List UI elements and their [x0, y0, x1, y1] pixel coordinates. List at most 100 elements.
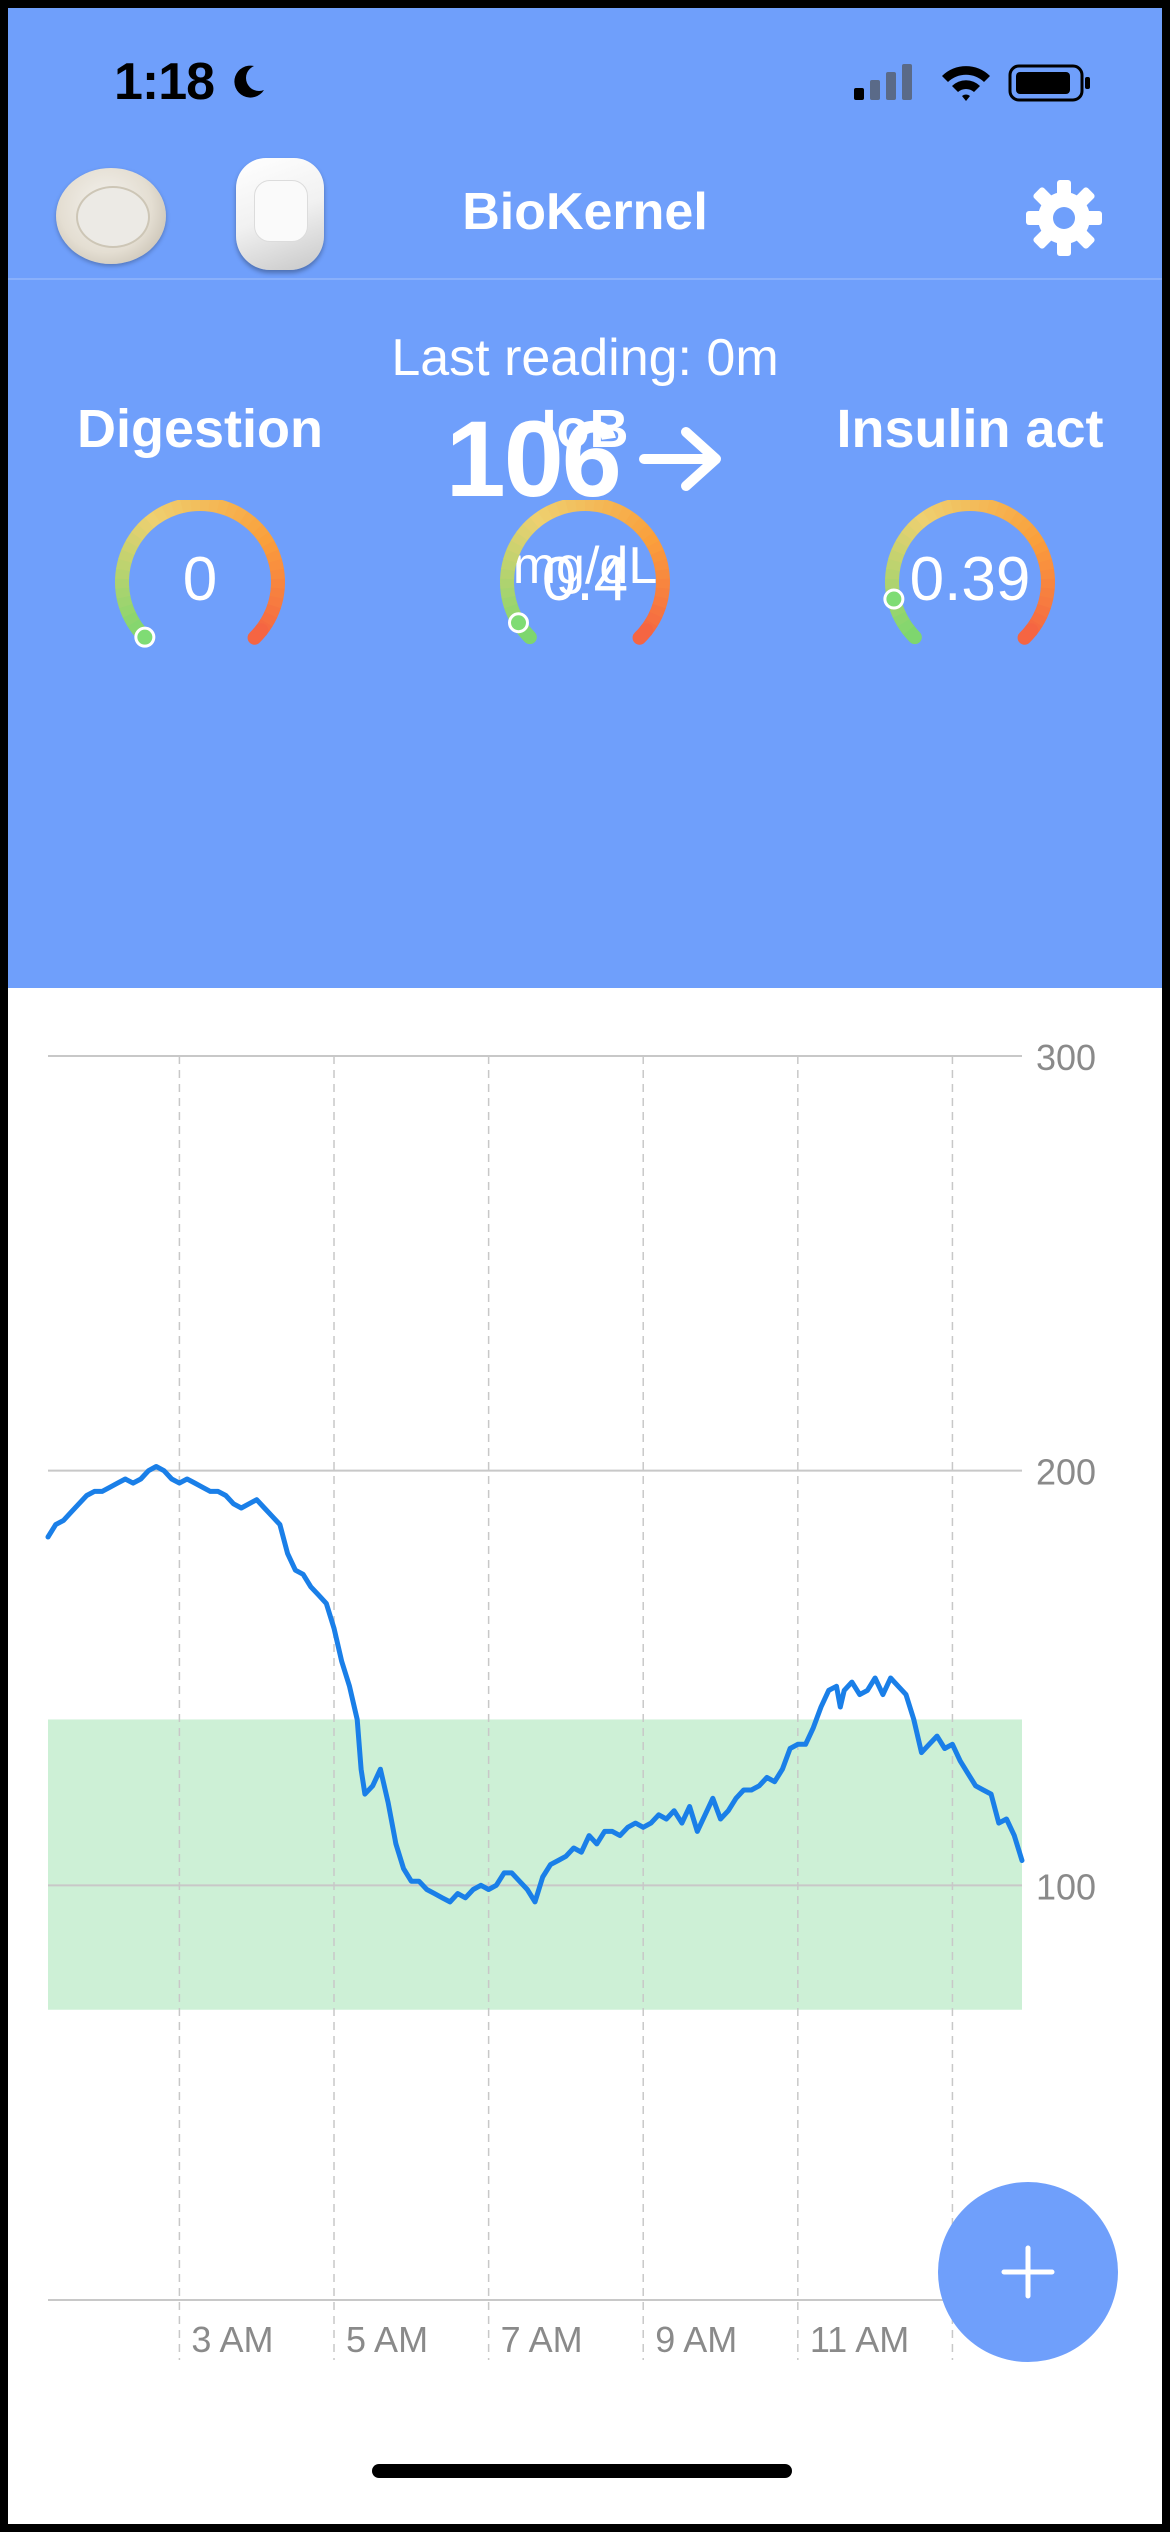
- gauge-arc-segment: [601, 500, 616, 516]
- gauge-arc-segment: [522, 516, 540, 534]
- cgm-sensor-face: [76, 186, 150, 248]
- y-tick-label: 300: [1036, 1037, 1096, 1078]
- gauge-arc-segment: [199, 500, 211, 512]
- gauge-arc-segment: [1030, 611, 1048, 628]
- gauge-arc-segment: [546, 501, 562, 519]
- gauge-arc-segment: [252, 524, 270, 541]
- gauge-arc-segment: [897, 618, 915, 635]
- status-bar: 1:18: [8, 8, 1162, 148]
- gauge-arc-segment: [529, 510, 547, 529]
- gauge-arc-segment: [892, 610, 910, 627]
- gauge-value: 0.39: [909, 545, 1031, 614]
- gauge-title: IoB: [541, 399, 629, 459]
- gauge-dial: 0.39: [870, 500, 1070, 670]
- x-tick-label: 9 AM: [655, 2319, 737, 2360]
- gauge-indicator: [507, 612, 529, 634]
- gauge-arc-segment: [152, 505, 169, 524]
- gauge-arc-segment: [137, 516, 155, 534]
- y-tick-label: 200: [1036, 1452, 1096, 1493]
- gauge-arc-segment: [940, 500, 955, 516]
- gauge-arc-segment: [224, 502, 240, 520]
- gauge-insulin-activity: Insulin act 0.39: [778, 398, 1162, 670]
- glucose-value: 106: [445, 398, 622, 519]
- gauge-arc-segment: [922, 505, 939, 524]
- gauge-arc-segment: [609, 502, 625, 520]
- gauge-arc-segment: [565, 500, 578, 513]
- gauge-arc-segment: [637, 524, 655, 541]
- gauge-arc-segment: [1002, 506, 1018, 524]
- gauge-arc-segment: [907, 516, 925, 534]
- status-time: 1:18: [114, 53, 215, 111]
- gauge-arc: [115, 500, 285, 648]
- gauge-arc-segment: [247, 623, 269, 645]
- gauge-arc-segment: [575, 500, 586, 512]
- gauge-arc-segment: [127, 618, 145, 635]
- gauge-arc-segment: [1017, 623, 1039, 645]
- last-reading-label: Last reading: 0m: [391, 329, 779, 387]
- gauge-arc-segment: [978, 500, 991, 514]
- gauge-arc-segment: [584, 500, 596, 512]
- gauge-arc-segment: [516, 523, 534, 541]
- gauge-indicator: [134, 626, 156, 648]
- gauge-arc-segment: [125, 531, 144, 548]
- gauge-arc-segment: [632, 623, 654, 645]
- gauge-arc-segment: [931, 501, 947, 519]
- add-entry-button[interactable]: [938, 2182, 1118, 2362]
- pod-face: [254, 180, 308, 242]
- gauge-arc-segment: [208, 500, 221, 514]
- gauge-arc-segment: [617, 506, 633, 524]
- glucose-row: 106: [8, 396, 1162, 521]
- plus-icon: [1001, 2245, 1055, 2299]
- gear-icon[interactable]: [1024, 178, 1104, 258]
- gauge-arc-segment: [122, 610, 140, 627]
- chart-canvas[interactable]: 300 200 100 3 AM 5 AM 7 AM 9 AM 11 AM: [8, 988, 1162, 2428]
- gauge-title: Insulin act: [836, 399, 1104, 459]
- app-screen: 1:18: [8, 8, 1162, 2524]
- gauge-arc: [500, 500, 670, 645]
- gauge-dial: 0.4: [485, 500, 685, 670]
- gauge-arc-segment: [216, 500, 231, 516]
- gauge-arc-segment: [239, 511, 256, 529]
- x-tick-label: 7 AM: [501, 2319, 583, 2360]
- gauge-arc-segment: [537, 505, 554, 524]
- app-title: BioKernel: [462, 183, 708, 241]
- arrow-right-icon: [639, 426, 722, 491]
- gauge-arc-segment: [950, 500, 963, 513]
- target-range-band: [48, 1719, 1022, 2010]
- gauge-indicator: [883, 588, 905, 610]
- gauge-arc-segment: [144, 510, 162, 529]
- x-tick-label: 11 AM: [810, 2319, 909, 2360]
- gauge-arc-segment: [161, 501, 177, 519]
- gauge-arc-segment: [631, 517, 649, 535]
- gauge-value: 0.4: [541, 545, 629, 614]
- glucose-chart[interactable]: 300 200 100 3 AM 5 AM 7 AM 9 AM 11 AM: [8, 988, 1162, 2428]
- cellular-signal-icon: [854, 64, 912, 100]
- x-tick-label: 3 AM: [191, 2319, 273, 2360]
- moon-icon: [234, 65, 264, 98]
- wifi-icon: [942, 66, 990, 101]
- gauge-arc-segment: [914, 510, 932, 529]
- gauge-arc-segment: [969, 500, 981, 512]
- gauge-arc-segment: [555, 500, 570, 516]
- insulin-pod-icon[interactable]: [236, 158, 324, 270]
- gauge-arc-segment: [190, 500, 201, 512]
- glucose-series-line: [45, 1464, 1025, 1905]
- gauge-arc-segment: [994, 502, 1010, 520]
- gauge-arc-segment: [901, 523, 919, 541]
- gauge-arc-segment: [510, 531, 529, 548]
- x-tick-label: 5 AM: [346, 2319, 428, 2360]
- gauge-arc-segment: [960, 500, 971, 512]
- gauge-value: 0: [182, 545, 218, 614]
- nav-bar: BioKernel: [8, 148, 1162, 280]
- gauge-arc-segment: [624, 511, 641, 529]
- gauge-digestion: Digestion 0: [8, 398, 392, 670]
- gauge-arc-segment: [593, 500, 606, 514]
- gauge-arc-segment: [246, 517, 264, 535]
- home-indicator[interactable]: [372, 2464, 792, 2478]
- battery-icon: [1008, 64, 1090, 102]
- gauge-arc-segment: [260, 611, 278, 628]
- cgm-sensor-icon[interactable]: [56, 168, 166, 264]
- gauge-arc-segment: [986, 500, 1001, 516]
- gauge-arc-segment: [895, 531, 914, 548]
